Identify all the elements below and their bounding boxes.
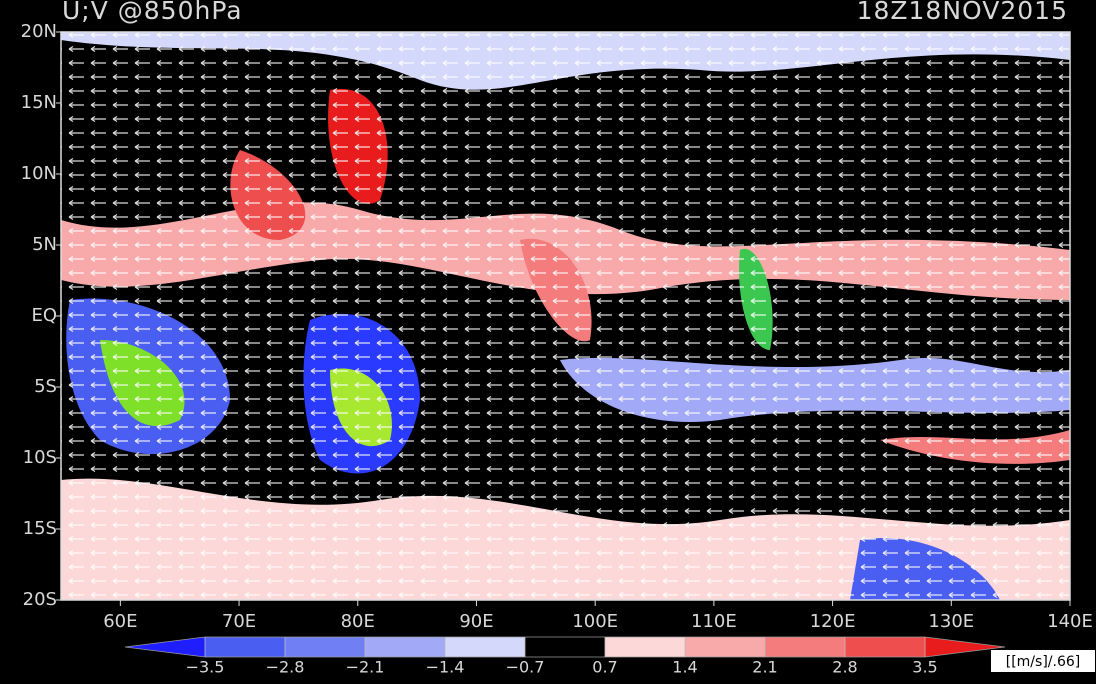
- wind-field: [61, 32, 1070, 600]
- colorbar-arrow: [125, 637, 205, 657]
- colorbar-tick-label: 2.1: [752, 658, 777, 677]
- lat-tick-label: 5N: [32, 234, 57, 255]
- lon-tick-label: 110E: [691, 611, 737, 632]
- colorbar-tick-label: 1.4: [672, 658, 697, 677]
- colorbar-bin: [605, 637, 685, 657]
- colorbar-tick-label: 2.8: [832, 658, 857, 677]
- colorbar-tick-label: 3.5: [912, 658, 937, 677]
- colorbar-unit: [[m/s]/.66]: [1006, 654, 1080, 670]
- colorbar-bin: [365, 637, 445, 657]
- lat-tick-label: 20N: [21, 21, 57, 42]
- lat-tick-label: 20S: [23, 589, 57, 610]
- map-title: U;V @850hPa: [62, 0, 243, 25]
- lat-tick-label: 10N: [21, 163, 57, 184]
- colorbar-bin: [525, 637, 605, 657]
- lat-tick-label: 15S: [23, 518, 57, 539]
- lon-tick-label: 130E: [928, 611, 974, 632]
- colorbar-tick-label: 0.7: [592, 658, 617, 677]
- colorbar-bin: [445, 637, 525, 657]
- lat-tick-label: 5S: [34, 376, 57, 397]
- lon-tick-label: 120E: [810, 611, 856, 632]
- lat-tick-label: EQ: [31, 305, 57, 326]
- colorbar-bin: [845, 637, 925, 657]
- lon-tick-label: 70E: [222, 611, 256, 632]
- colorbar-bin: [285, 637, 365, 657]
- colorbar: −3.5 −2.8 −2.1 −1.4 −0.7 0.7 1.4 2.1 2.8 3.5: [124, 636, 1006, 677]
- colorbar-tick-label: −3.5: [186, 658, 225, 677]
- colorbar-tick-label: −2.1: [346, 658, 385, 677]
- lon-tick-label: 80E: [341, 611, 375, 632]
- lon-tick-label: 90E: [459, 611, 493, 632]
- colorbar-tick-label: −1.4: [426, 658, 465, 677]
- colorbar-bin: [685, 637, 765, 657]
- lon-tick-label: 60E: [103, 611, 137, 632]
- unit-box: [991, 650, 1095, 672]
- lat-tick-label: 15N: [21, 92, 57, 113]
- colorbar-bin: [205, 637, 285, 657]
- colorbar-tick-label: −0.7: [506, 658, 545, 677]
- lon-tick-label: 100E: [572, 611, 618, 632]
- colorbar-arrow: [925, 637, 1005, 657]
- map-time: 18Z18NOV2015: [857, 0, 1068, 25]
- colorbar-bin: [765, 637, 845, 657]
- lat-tick-label: 10S: [23, 447, 57, 468]
- colorbar-tick-label: −2.8: [266, 658, 305, 677]
- lon-tick-label: 140E: [1047, 611, 1093, 632]
